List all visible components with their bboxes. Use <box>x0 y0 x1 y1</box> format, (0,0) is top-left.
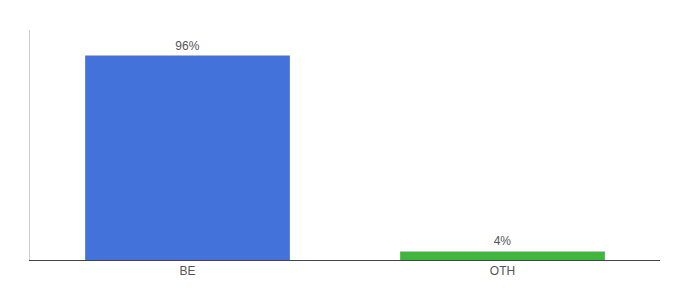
svg-text:OTH: OTH <box>490 264 515 278</box>
svg-text:4%: 4% <box>494 234 512 248</box>
svg-text:96%: 96% <box>175 39 199 53</box>
svg-text:BE: BE <box>179 264 195 278</box>
